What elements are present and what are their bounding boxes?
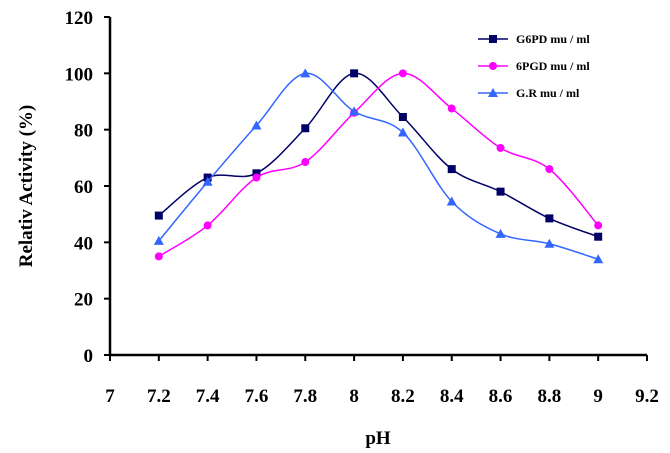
- series-g6pd: [154, 69, 603, 241]
- x-tick-label: 7.2: [147, 386, 171, 407]
- data-point-gr: [544, 238, 555, 248]
- data-point-6pgd: [545, 165, 554, 174]
- data-point-g6pd: [496, 187, 505, 196]
- legend-marker-6pgd: [489, 62, 497, 70]
- data-point-g6pd: [594, 232, 603, 241]
- x-tick-label: 8: [349, 386, 359, 407]
- legend-marker-g6pd: [489, 35, 497, 43]
- data-point-g6pd: [398, 112, 407, 121]
- legend-label: G.R mu / ml: [516, 86, 580, 100]
- x-tick-label: 7.4: [196, 386, 220, 407]
- series-layer: [153, 68, 604, 264]
- y-tick-label: 80: [74, 121, 93, 142]
- data-point-g6pd: [545, 214, 554, 223]
- legend-label: 6PGD mu / ml: [516, 59, 590, 73]
- data-point-g6pd: [301, 124, 310, 133]
- y-tick-label: 20: [74, 290, 93, 311]
- data-point-gr: [397, 127, 408, 137]
- series-line-6pgd: [158, 72, 599, 258]
- x-tick-label: 8.8: [537, 386, 561, 407]
- data-point-6pgd: [447, 104, 456, 113]
- y-tick-label: 100: [65, 64, 94, 85]
- y-tick-label: 60: [74, 177, 93, 198]
- data-point-gr: [202, 176, 213, 186]
- x-tick-label: 9.2: [635, 386, 659, 407]
- x-tick-label: 8.6: [489, 386, 513, 407]
- series-gr: [153, 68, 604, 264]
- data-point-6pgd: [496, 143, 505, 152]
- x-tick-label: 7: [105, 386, 115, 407]
- data-point-gr: [446, 196, 457, 206]
- data-point-gr: [593, 254, 604, 264]
- legend-marker-gr: [488, 88, 498, 97]
- x-tick-label: 7.8: [293, 386, 317, 407]
- data-point-6pgd: [301, 158, 310, 167]
- data-point-g6pd: [447, 165, 456, 174]
- y-tick-label: 120: [65, 8, 94, 29]
- data-point-gr: [349, 106, 360, 116]
- data-point-6pgd: [594, 221, 603, 230]
- data-point-6pgd: [154, 252, 163, 261]
- data-point-6pgd: [398, 69, 407, 78]
- legend-label: G6PD mu / ml: [516, 32, 590, 46]
- data-point-6pgd: [203, 221, 212, 230]
- x-axis-title: pH: [365, 428, 391, 449]
- data-point-6pgd: [252, 173, 261, 182]
- x-tick-label: 7.6: [245, 386, 269, 407]
- data-point-g6pd: [350, 69, 359, 78]
- legend-item-g6pd: G6PD mu / ml: [478, 32, 590, 46]
- data-point-gr: [495, 228, 506, 238]
- y-axis-title: Relativ Activity (%): [16, 105, 37, 268]
- series-line-g6pd: [158, 72, 599, 238]
- series-line-gr: [158, 72, 599, 260]
- legend: G6PD mu / ml 6PGD mu / ml G.R mu / ml: [478, 32, 590, 100]
- x-tick-label: 8.4: [440, 386, 464, 407]
- tick-labels: 0 20 40 60 80 100 120 7 7.2 7.4 7.6 7.8 8 8.2 8.4 8.6 8.…: [65, 8, 659, 407]
- x-tick-label: 9: [593, 386, 603, 407]
- data-point-gr: [153, 235, 164, 245]
- data-point-g6pd: [154, 211, 163, 220]
- y-tick-label: 0: [84, 346, 94, 367]
- data-point-gr: [300, 68, 311, 78]
- y-tick-label: 40: [74, 233, 93, 254]
- data-point-g6pd: [252, 169, 261, 178]
- legend-item-gr: G.R mu / ml: [478, 86, 580, 100]
- data-point-gr: [251, 120, 262, 130]
- x-tick-label: 8.2: [391, 386, 415, 407]
- legend-item-6pgd: 6PGD mu / ml: [478, 59, 590, 73]
